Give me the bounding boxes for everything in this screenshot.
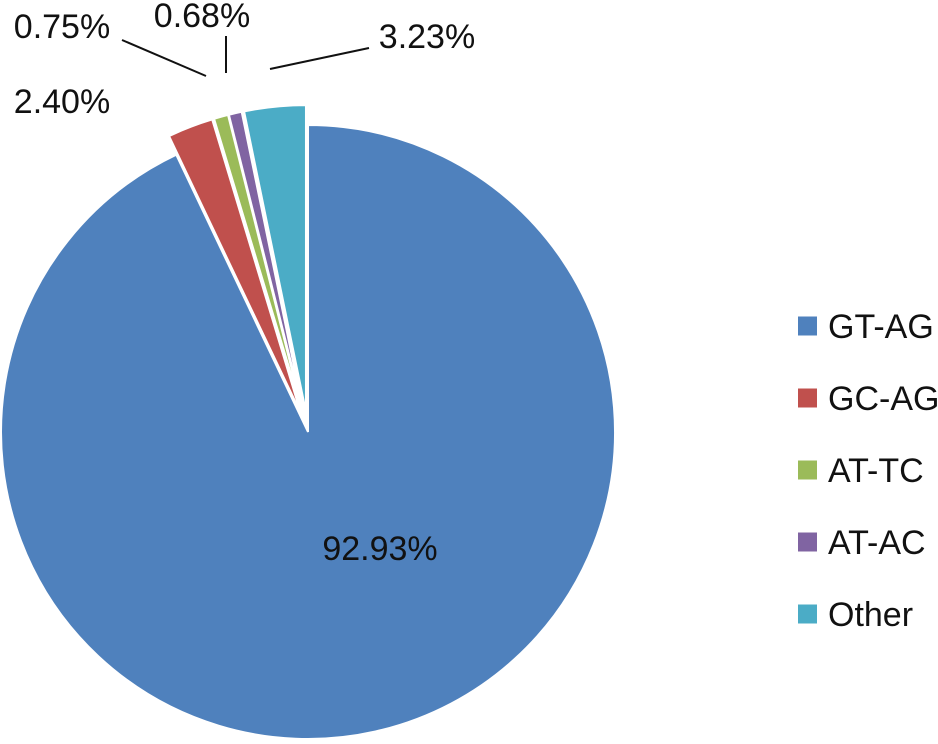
legend-label-other: Other	[828, 596, 913, 634]
leader-line-at-tc	[121, 39, 207, 77]
pie-slice-gc-ag	[167, 118, 302, 414]
pie-slice-gt-ag	[0, 123, 617, 740]
legend-swatch-other	[798, 604, 817, 624]
data-label-at-ac: 0.68%	[154, 0, 250, 35]
legend-swatch-at-tc	[798, 460, 817, 480]
legend-swatch-gc-ag	[798, 388, 817, 408]
data-label-gt-ag: 92.93%	[322, 530, 437, 568]
legend-swatch-gt-ag	[798, 316, 817, 336]
pie-slice-other	[242, 104, 307, 413]
pie-slice-at-ac	[227, 110, 305, 413]
legend: GT-AG GC-AG AT-TC AT-AC Other	[798, 308, 938, 634]
data-label-at-tc: 0.75%	[14, 8, 110, 46]
pie-slices	[0, 104, 617, 740]
leader-line-other	[269, 47, 370, 70]
data-labels: 92.93% 2.40% 0.75% 0.68% 3.23%	[14, 0, 475, 568]
legend-label-at-ac: AT-AC	[828, 524, 926, 562]
leader-lines	[121, 36, 370, 77]
data-label-gc-ag: 2.40%	[14, 83, 110, 121]
data-label-other: 3.23%	[379, 18, 475, 56]
legend-label-at-tc: AT-TC	[828, 452, 924, 490]
legend-label-gt-ag: GT-AG	[828, 308, 934, 346]
legend-swatch-at-ac	[798, 532, 817, 552]
legend-label-gc-ag: GC-AG	[828, 380, 938, 418]
